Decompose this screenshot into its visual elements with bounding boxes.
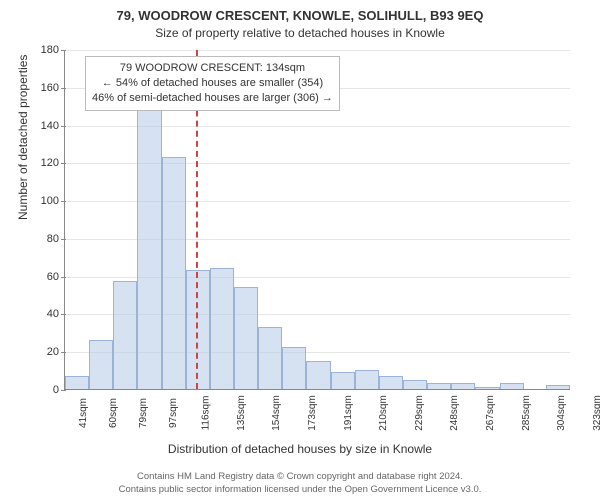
x-tick: 285sqm xyxy=(520,395,531,431)
histogram-bar xyxy=(65,376,89,389)
histogram-bar xyxy=(89,340,113,389)
chart-title-main: 79, WOODROW CRESCENT, KNOWLE, SOLIHULL, … xyxy=(0,0,600,23)
x-tick-row: 41sqm60sqm79sqm97sqm116sqm135sqm154sqm17… xyxy=(65,389,570,400)
histogram-bar xyxy=(306,361,330,389)
x-tick: 135sqm xyxy=(236,395,247,431)
chart-title-sub: Size of property relative to detached ho… xyxy=(0,23,600,40)
histogram-bar xyxy=(210,268,234,389)
x-tick: 173sqm xyxy=(307,395,318,431)
x-tick: 154sqm xyxy=(271,395,282,431)
x-tick: 191sqm xyxy=(342,395,353,431)
y-tick: 80 xyxy=(47,233,65,245)
histogram-bar xyxy=(137,109,161,389)
histogram-bar xyxy=(162,157,186,389)
footer-attribution: Contains HM Land Registry data © Crown c… xyxy=(0,471,600,496)
y-tick: 120 xyxy=(41,157,65,169)
y-tick: 100 xyxy=(41,195,65,207)
y-tick: 60 xyxy=(47,271,65,283)
histogram-bar xyxy=(234,287,258,389)
x-tick: 229sqm xyxy=(414,395,425,431)
x-tick: 304sqm xyxy=(556,395,567,431)
y-tick: 20 xyxy=(47,346,65,358)
x-tick: 210sqm xyxy=(378,395,389,431)
annotation-line2: ← 54% of detached houses are smaller (35… xyxy=(92,76,333,91)
histogram-bar xyxy=(403,380,427,389)
x-axis-label: Distribution of detached houses by size … xyxy=(0,442,600,456)
y-tick: 140 xyxy=(41,120,65,132)
x-tick: 41sqm xyxy=(78,398,89,428)
histogram-bar xyxy=(258,327,282,389)
histogram-bar xyxy=(282,347,306,389)
plot-area: 79 WOODROW CRESCENT: 134sqm ← 54% of det… xyxy=(64,50,570,390)
histogram-bar xyxy=(331,372,355,389)
y-tick: 180 xyxy=(41,44,65,56)
footer-line2: Contains public sector information licen… xyxy=(0,484,600,496)
annotation-line1: 79 WOODROW CRESCENT: 134sqm xyxy=(92,61,333,76)
y-tick: 40 xyxy=(47,308,65,320)
histogram-bar xyxy=(355,370,379,389)
x-tick: 248sqm xyxy=(449,395,460,431)
x-tick: 323sqm xyxy=(591,395,600,431)
x-tick: 79sqm xyxy=(138,398,149,428)
x-tick: 60sqm xyxy=(108,398,119,428)
footer-line1: Contains HM Land Registry data © Crown c… xyxy=(0,471,600,483)
y-axis-label: Number of detached properties xyxy=(16,55,30,220)
y-tick: 160 xyxy=(41,82,65,94)
x-tick: 97sqm xyxy=(168,398,179,428)
x-tick: 267sqm xyxy=(485,395,496,431)
histogram-bar xyxy=(379,376,403,389)
annotation-line3: 46% of semi-detached houses are larger (… xyxy=(92,91,333,106)
histogram-bar xyxy=(113,281,137,389)
annotation-box: 79 WOODROW CRESCENT: 134sqm ← 54% of det… xyxy=(85,56,340,111)
x-tick: 116sqm xyxy=(200,396,211,431)
y-tick: 0 xyxy=(53,384,65,396)
